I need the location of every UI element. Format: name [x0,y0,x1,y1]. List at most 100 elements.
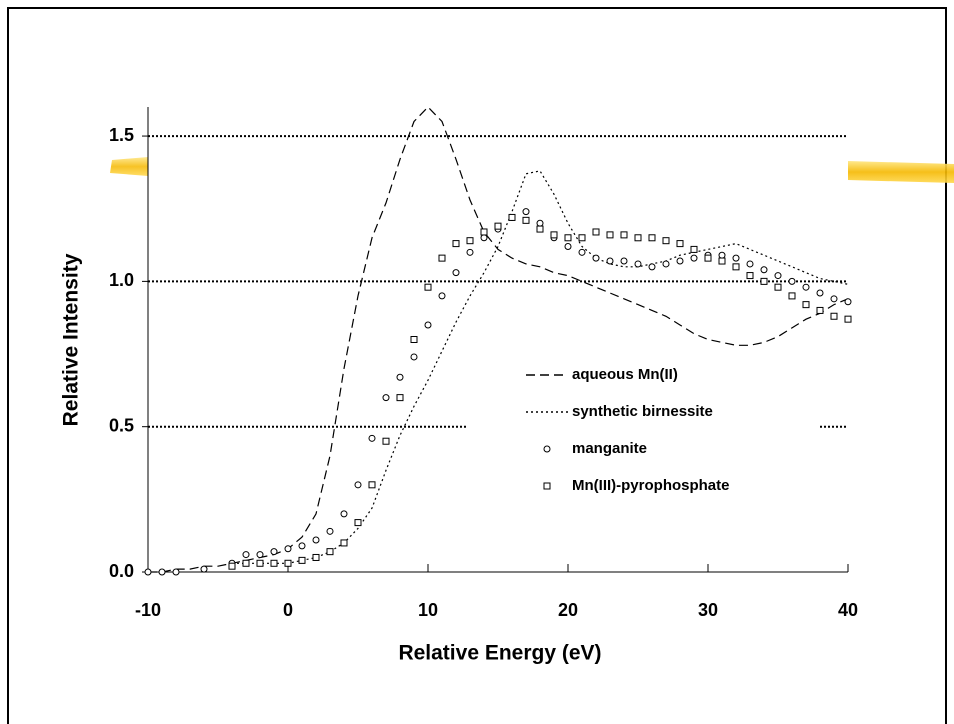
circle-marker [816,289,824,297]
square-marker [382,437,390,445]
square-marker [676,240,684,248]
square-marker [312,553,320,561]
circle-marker [438,292,446,300]
highlighter-left [110,157,148,176]
circle-marker [606,257,614,265]
square-marker [620,231,628,239]
circle-marker [158,568,166,576]
square-marker [228,562,236,570]
legend-swatch [543,482,551,490]
circle-marker [746,260,754,268]
square-marker [606,231,614,239]
square-marker [396,394,404,402]
square-marker [760,277,768,285]
circle-marker [382,394,390,402]
circle-marker [424,321,432,329]
square-marker [774,283,782,291]
circle-marker [242,551,250,559]
series-line [232,170,849,564]
square-marker [242,559,250,567]
square-marker [298,556,306,564]
square-marker [802,301,810,309]
square-marker [354,519,362,527]
square-marker [718,257,726,265]
x-tick-label: 10 [418,600,438,620]
legend-label: manganite [572,440,647,457]
x-tick-label: 0 [283,600,293,620]
square-marker [536,225,544,233]
circle-marker [256,551,264,559]
circle-marker [564,243,572,250]
circle-marker [340,510,348,518]
legend-box [468,352,818,504]
circle-marker [802,283,810,291]
y-tick-label: 1.0 [109,270,134,290]
square-marker [662,237,670,245]
circle-marker [466,248,474,256]
circle-marker [270,548,278,556]
square-marker [788,292,796,300]
square-marker [256,559,264,567]
circle-marker [298,542,306,550]
legend-label: synthetic birnessite [572,403,713,420]
square-marker [830,312,838,320]
slide-frame [7,7,947,724]
square-marker [494,222,502,230]
circle-marker [830,295,838,303]
circle-marker [144,568,152,576]
x-tick-label: 30 [698,600,718,620]
square-marker [704,254,712,262]
square-marker [410,336,418,343]
series-line [148,106,849,573]
circle-marker [326,527,334,535]
y-axis-title: Relative Intensity [60,253,83,426]
circle-marker [410,353,418,361]
highlighter-right [848,161,954,183]
circle-marker [592,254,600,262]
circle-marker [676,257,684,265]
circle-marker [172,568,180,576]
square-marker [522,216,530,224]
circle-marker [200,565,208,573]
circle-marker [648,263,656,271]
y-tick-label: 1.5 [109,125,134,145]
square-marker [508,213,516,221]
circle-marker [634,260,642,268]
square-marker [480,228,488,236]
square-marker [270,559,278,567]
square-marker [550,231,558,239]
x-tick-label: -10 [135,600,161,620]
square-marker [634,234,642,242]
square-marker [816,306,824,314]
square-marker [284,559,292,567]
circle-marker [760,266,768,274]
square-marker [592,228,600,236]
circle-marker [312,536,320,544]
x-axis-title: Relative Energy (eV) [398,642,601,665]
x-tick-label: 40 [838,600,858,620]
square-marker [732,263,740,271]
circle-marker [774,272,782,280]
x-tick-label: 20 [558,600,578,620]
square-marker [564,234,572,242]
square-marker [368,481,376,489]
circle-marker [368,434,376,442]
square-marker [690,245,698,253]
square-marker [578,234,586,242]
circle-marker [690,254,698,262]
square-marker [424,283,432,291]
circle-marker [620,257,628,265]
square-marker [438,254,446,262]
circle-marker [578,248,586,256]
circle-marker [844,298,852,306]
circle-marker [480,234,488,242]
legend-label: aqueous Mn(II) [572,366,678,383]
legend-label: Mn(III)-pyrophosphate [572,477,730,494]
y-tick-label: 0.5 [109,415,134,435]
circle-marker [452,269,460,277]
square-marker [746,272,754,280]
square-marker [844,315,852,323]
square-marker [326,548,334,556]
square-marker [340,539,348,547]
